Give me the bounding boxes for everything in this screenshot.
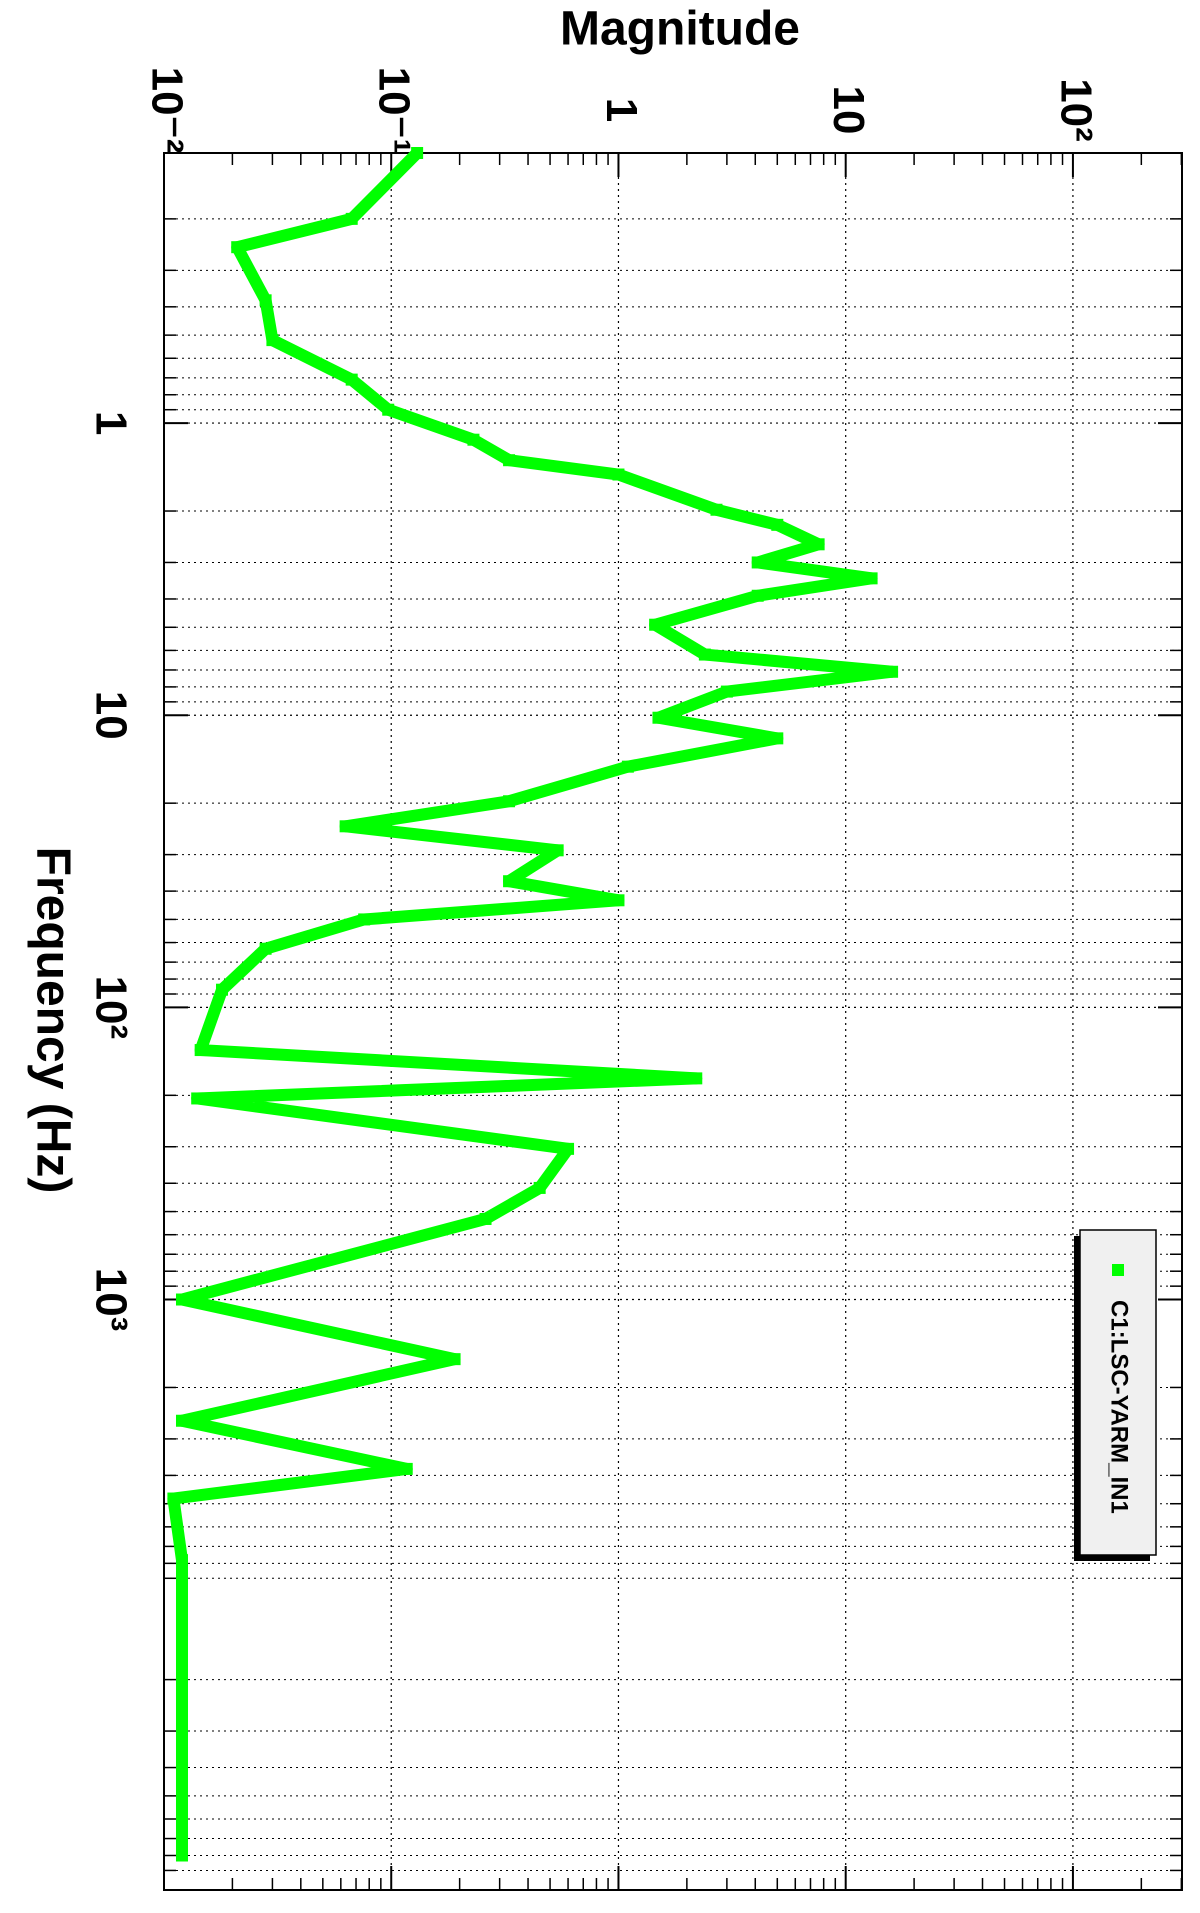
series-marker <box>533 1181 546 1194</box>
x-tick-label: 10² <box>86 976 135 1040</box>
series-marker <box>266 334 279 347</box>
series-marker <box>467 433 480 446</box>
plot-area <box>163 152 1183 1891</box>
series-marker <box>345 212 358 225</box>
series-marker <box>175 1414 188 1427</box>
series-marker <box>865 572 878 585</box>
series-marker <box>175 1293 188 1306</box>
series-marker <box>259 294 272 307</box>
series-marker <box>751 556 764 569</box>
series-marker <box>339 820 352 833</box>
series-marker <box>231 241 244 254</box>
series-marker <box>771 732 784 745</box>
y-tick-label: 10² <box>1051 78 1100 142</box>
series-marker <box>503 454 516 467</box>
series-marker <box>191 1092 204 1105</box>
series-marker <box>812 538 825 551</box>
series-marker <box>652 711 665 724</box>
y-tick-label: 1 <box>597 98 646 122</box>
y-tick-label: 10⁻¹ <box>370 67 419 154</box>
series-marker <box>479 1212 492 1225</box>
series-marker <box>382 403 395 416</box>
legend-swatch <box>1112 1264 1124 1276</box>
series-marker <box>167 1492 180 1505</box>
x-axis-label: Frequency (Hz) <box>26 847 79 1194</box>
series-marker <box>710 503 723 516</box>
series-marker <box>551 844 564 857</box>
x-tick-label: 1 <box>86 411 135 435</box>
series-marker <box>562 1142 575 1155</box>
series-marker <box>345 373 358 386</box>
legend-box <box>1079 1229 1157 1556</box>
x-tick-label: 10³ <box>86 1268 135 1332</box>
series-marker <box>621 760 634 773</box>
series-marker <box>358 913 371 926</box>
x-tick-label: 10 <box>86 691 135 740</box>
series-marker <box>194 1044 207 1057</box>
series-marker <box>690 1072 703 1085</box>
series-marker <box>448 1353 461 1366</box>
y-tick-label: 10 <box>824 86 873 135</box>
series-marker <box>698 648 711 661</box>
series-marker <box>175 1849 188 1862</box>
legend-label: C1:LSC-YARM_IN1 <box>1106 1300 1133 1514</box>
series-marker <box>503 795 516 808</box>
series-marker <box>751 589 764 602</box>
series-marker <box>649 618 662 631</box>
legend: C1:LSC-YARM_IN1 <box>1074 1229 1157 1561</box>
y-tick-label: 10⁻² <box>142 67 191 154</box>
series-marker <box>175 1554 188 1567</box>
series-marker <box>259 942 272 955</box>
series-marker <box>720 685 733 698</box>
series-marker <box>400 1462 413 1475</box>
series-marker <box>771 518 784 531</box>
series-marker <box>886 665 899 678</box>
series-marker <box>612 894 625 907</box>
series-marker <box>411 147 424 159</box>
series-marker <box>503 875 516 888</box>
series-marker <box>612 468 625 481</box>
series-marker <box>216 983 229 996</box>
chart-title: Magnitude <box>560 3 800 56</box>
